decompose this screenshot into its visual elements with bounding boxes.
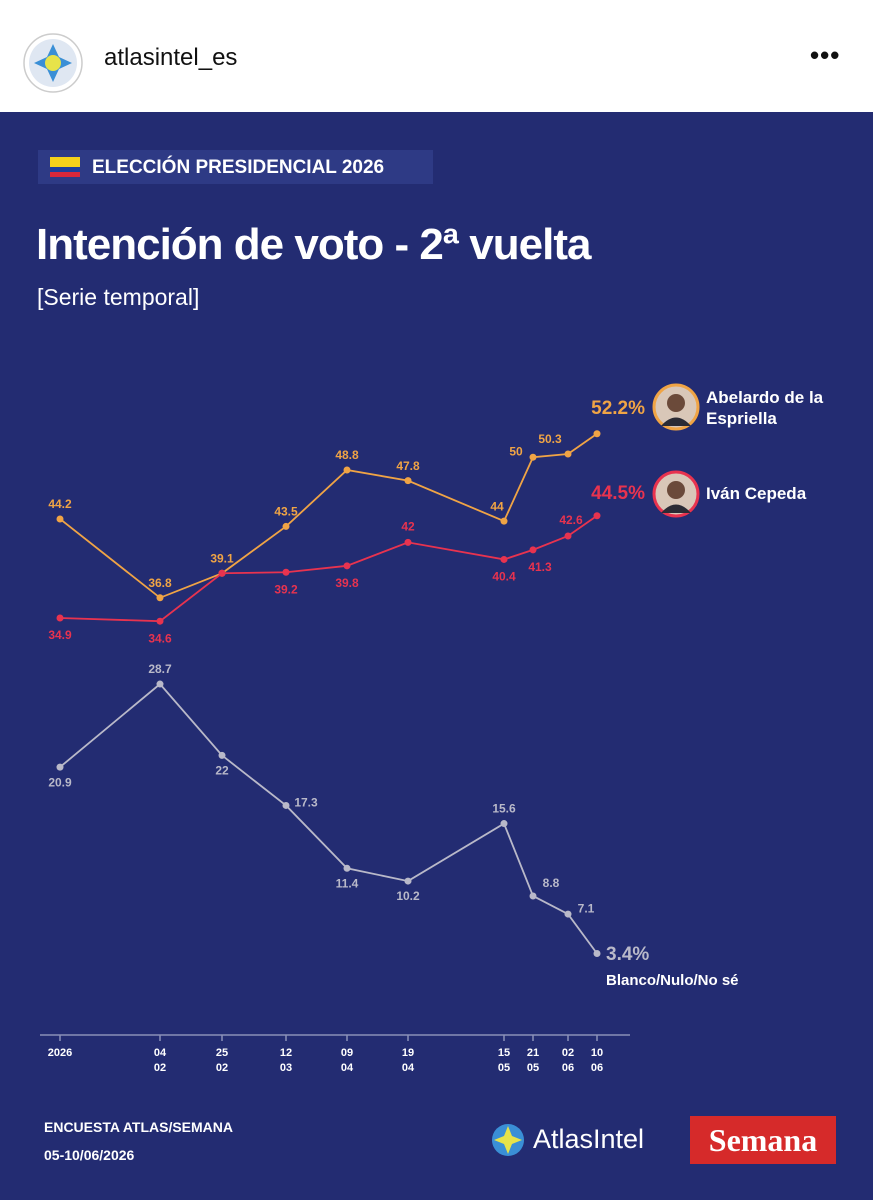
photo-body bbox=[661, 417, 691, 426]
avatar[interactable] bbox=[22, 32, 84, 94]
data-point bbox=[593, 512, 601, 520]
value-label: 39.1 bbox=[210, 551, 234, 565]
data-point bbox=[564, 532, 572, 540]
value-label: 11.4 bbox=[336, 876, 359, 890]
data-point bbox=[156, 680, 164, 688]
x-tick-label: 04 02 bbox=[153, 1047, 167, 1074]
data-point bbox=[156, 594, 164, 602]
x-tick-label: 09 04 bbox=[340, 1047, 354, 1074]
footer-source: ENCUESTA ATLAS/SEMANA bbox=[44, 1119, 233, 1135]
legend-name: Abelardo de la Espriella bbox=[706, 388, 824, 428]
value-label: 44.2 bbox=[48, 497, 72, 511]
value-label: 15.6 bbox=[492, 802, 516, 816]
value-label: 50.3 bbox=[538, 432, 562, 446]
data-point bbox=[282, 568, 290, 576]
photo-body bbox=[661, 504, 691, 513]
value-label: 39.8 bbox=[335, 576, 359, 590]
value-label: 39.2 bbox=[274, 582, 298, 596]
value-label: 41.3 bbox=[528, 560, 552, 574]
data-point bbox=[282, 522, 290, 530]
semana-logo: Semana bbox=[690, 1116, 836, 1164]
value-label: 36.8 bbox=[148, 576, 172, 590]
data-point bbox=[343, 466, 351, 474]
photo-head bbox=[667, 394, 685, 412]
series-line bbox=[59, 433, 598, 599]
data-point bbox=[500, 517, 508, 525]
value-label: 7.1 bbox=[578, 901, 595, 915]
data-point bbox=[564, 910, 572, 918]
data-point bbox=[529, 892, 537, 900]
value-label: 8.8 bbox=[543, 876, 560, 890]
x-tick-label: 15 05 bbox=[497, 1047, 511, 1074]
data-point bbox=[404, 477, 412, 485]
atlas-logo: AtlasIntel bbox=[533, 1124, 645, 1154]
data-point bbox=[156, 617, 164, 625]
series-line bbox=[59, 515, 598, 623]
data-point bbox=[218, 751, 226, 759]
data-point bbox=[56, 763, 64, 771]
flag bbox=[50, 157, 80, 177]
value-label: 44 bbox=[490, 499, 504, 513]
value-label: 20.9 bbox=[48, 775, 72, 789]
data-point bbox=[218, 569, 226, 577]
badge-text: ELECCIÓN PRESIDENCIAL 2026 bbox=[92, 157, 385, 178]
data-point bbox=[404, 538, 412, 546]
value-label: 50 bbox=[509, 444, 523, 458]
x-tick-label: 10 06 bbox=[590, 1047, 604, 1074]
data-point bbox=[343, 562, 351, 570]
data-point bbox=[282, 801, 290, 809]
value-label: 17.3 bbox=[294, 796, 318, 810]
x-tick-label: 19 04 bbox=[401, 1047, 415, 1074]
legend-name: Iván Cepeda bbox=[706, 484, 807, 503]
account-name[interactable]: atlasintel_es bbox=[104, 44, 238, 71]
x-tick-label: 21 05 bbox=[526, 1047, 540, 1074]
value-label: 47.8 bbox=[396, 459, 420, 473]
data-point bbox=[500, 555, 508, 563]
data-point bbox=[56, 614, 64, 622]
end-value-label: 3.4% bbox=[606, 944, 649, 965]
value-label: 34.6 bbox=[148, 631, 172, 645]
post-header: atlasintel_es ••• bbox=[0, 0, 873, 112]
value-label: 42.6 bbox=[559, 513, 583, 527]
value-label: 22 bbox=[215, 764, 229, 778]
data-point bbox=[56, 515, 64, 523]
chart-title: Intención de voto - 2ª vuelta bbox=[36, 220, 591, 269]
x-tick-label: 25 02 bbox=[215, 1047, 229, 1074]
value-label: 10.2 bbox=[396, 889, 420, 903]
value-label: 34.9 bbox=[48, 628, 72, 642]
value-label: 42 bbox=[401, 520, 415, 534]
more-menu[interactable]: ••• bbox=[810, 40, 841, 70]
data-point bbox=[500, 820, 508, 828]
value-label: 28.7 bbox=[148, 662, 172, 676]
data-point bbox=[593, 949, 601, 957]
x-tick-label: 12 03 bbox=[279, 1047, 293, 1074]
data-point bbox=[593, 430, 601, 438]
series-line bbox=[59, 682, 598, 955]
value-label: 43.5 bbox=[274, 505, 298, 519]
end-value-label: 44.5% bbox=[591, 483, 645, 504]
data-point bbox=[404, 877, 412, 885]
badge: ELECCIÓN PRESIDENCIAL 2026 bbox=[38, 150, 433, 184]
photo-head bbox=[667, 481, 685, 499]
atlas-icon bbox=[492, 1124, 524, 1156]
chart-subtitle: [Serie temporal] bbox=[37, 284, 200, 310]
data-point bbox=[529, 546, 537, 554]
data-point bbox=[564, 450, 572, 458]
value-label: 40.4 bbox=[492, 570, 516, 584]
footer-dates: 05-10/06/2026 bbox=[44, 1147, 135, 1163]
data-point bbox=[343, 864, 351, 872]
x-tick-label: 02 06 bbox=[561, 1047, 575, 1074]
data-point bbox=[529, 453, 537, 461]
x-tick-label: 2026 bbox=[47, 1047, 73, 1059]
end-value-label: 52.2% bbox=[591, 398, 645, 419]
value-label: 48.8 bbox=[335, 448, 359, 462]
legend-name: Blanco/Nulo/No sé bbox=[606, 972, 739, 989]
